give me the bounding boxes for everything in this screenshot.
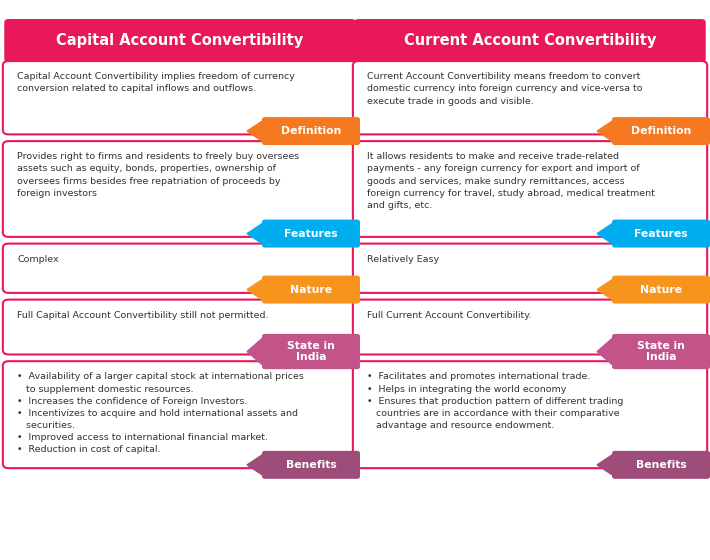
Text: Relatively Easy: Relatively Easy — [367, 255, 439, 264]
Text: Capital Account Convertibility: Capital Account Convertibility — [56, 33, 304, 48]
FancyBboxPatch shape — [612, 451, 710, 479]
Polygon shape — [597, 453, 615, 477]
Text: Features: Features — [284, 228, 338, 239]
Polygon shape — [597, 222, 615, 245]
FancyBboxPatch shape — [3, 244, 357, 293]
Text: It allows residents to make and receive trade-related
payments - any foreign cur: It allows residents to make and receive … — [367, 152, 655, 210]
Polygon shape — [247, 119, 265, 143]
Text: Provides right to firms and residents to freely buy oversees
assets such as equi: Provides right to firms and residents to… — [17, 152, 300, 198]
Text: Definition: Definition — [280, 126, 342, 136]
FancyBboxPatch shape — [262, 451, 360, 479]
Text: Benefits: Benefits — [635, 460, 687, 470]
FancyBboxPatch shape — [262, 276, 360, 304]
FancyBboxPatch shape — [612, 276, 710, 304]
FancyBboxPatch shape — [3, 61, 357, 134]
FancyBboxPatch shape — [612, 117, 710, 145]
FancyBboxPatch shape — [262, 117, 360, 145]
FancyBboxPatch shape — [353, 300, 707, 354]
FancyBboxPatch shape — [354, 19, 706, 62]
Text: Capital Account Convertibility implies freedom of currency
conversion related to: Capital Account Convertibility implies f… — [17, 72, 295, 94]
Polygon shape — [247, 453, 265, 477]
FancyBboxPatch shape — [353, 61, 707, 134]
FancyBboxPatch shape — [4, 19, 356, 62]
Polygon shape — [247, 336, 265, 367]
Text: •  Availability of a larger capital stock at international prices
   to suppleme: • Availability of a larger capital stock… — [17, 372, 304, 454]
FancyBboxPatch shape — [3, 141, 357, 237]
Text: State in
India: State in India — [287, 340, 335, 362]
Polygon shape — [597, 119, 615, 143]
Text: Features: Features — [634, 228, 688, 239]
Text: Full Current Account Convertibility.: Full Current Account Convertibility. — [367, 311, 532, 320]
Text: •  Facilitates and promotes international trade.
•  Helps in integrating the wor: • Facilitates and promotes international… — [367, 372, 623, 430]
Text: Full Capital Account Convertibility still not permitted.: Full Capital Account Convertibility stil… — [17, 311, 268, 320]
Polygon shape — [597, 278, 615, 301]
FancyBboxPatch shape — [262, 220, 360, 248]
FancyBboxPatch shape — [262, 334, 360, 369]
Polygon shape — [597, 336, 615, 367]
Text: Current Account Convertibility: Current Account Convertibility — [404, 33, 656, 48]
Text: Nature: Nature — [640, 284, 682, 295]
FancyBboxPatch shape — [353, 361, 707, 468]
FancyBboxPatch shape — [353, 244, 707, 293]
FancyBboxPatch shape — [3, 361, 357, 468]
Text: Definition: Definition — [630, 126, 692, 136]
Polygon shape — [247, 278, 265, 301]
Text: Benefits: Benefits — [285, 460, 337, 470]
Text: Nature: Nature — [290, 284, 332, 295]
FancyBboxPatch shape — [3, 300, 357, 354]
FancyBboxPatch shape — [612, 220, 710, 248]
Text: State in
India: State in India — [637, 340, 685, 362]
Polygon shape — [247, 222, 265, 245]
Text: Current Account Convertibility means freedom to convert
domestic currency into f: Current Account Convertibility means fre… — [367, 72, 643, 105]
FancyBboxPatch shape — [353, 141, 707, 237]
Text: Complex: Complex — [17, 255, 59, 264]
FancyBboxPatch shape — [612, 334, 710, 369]
